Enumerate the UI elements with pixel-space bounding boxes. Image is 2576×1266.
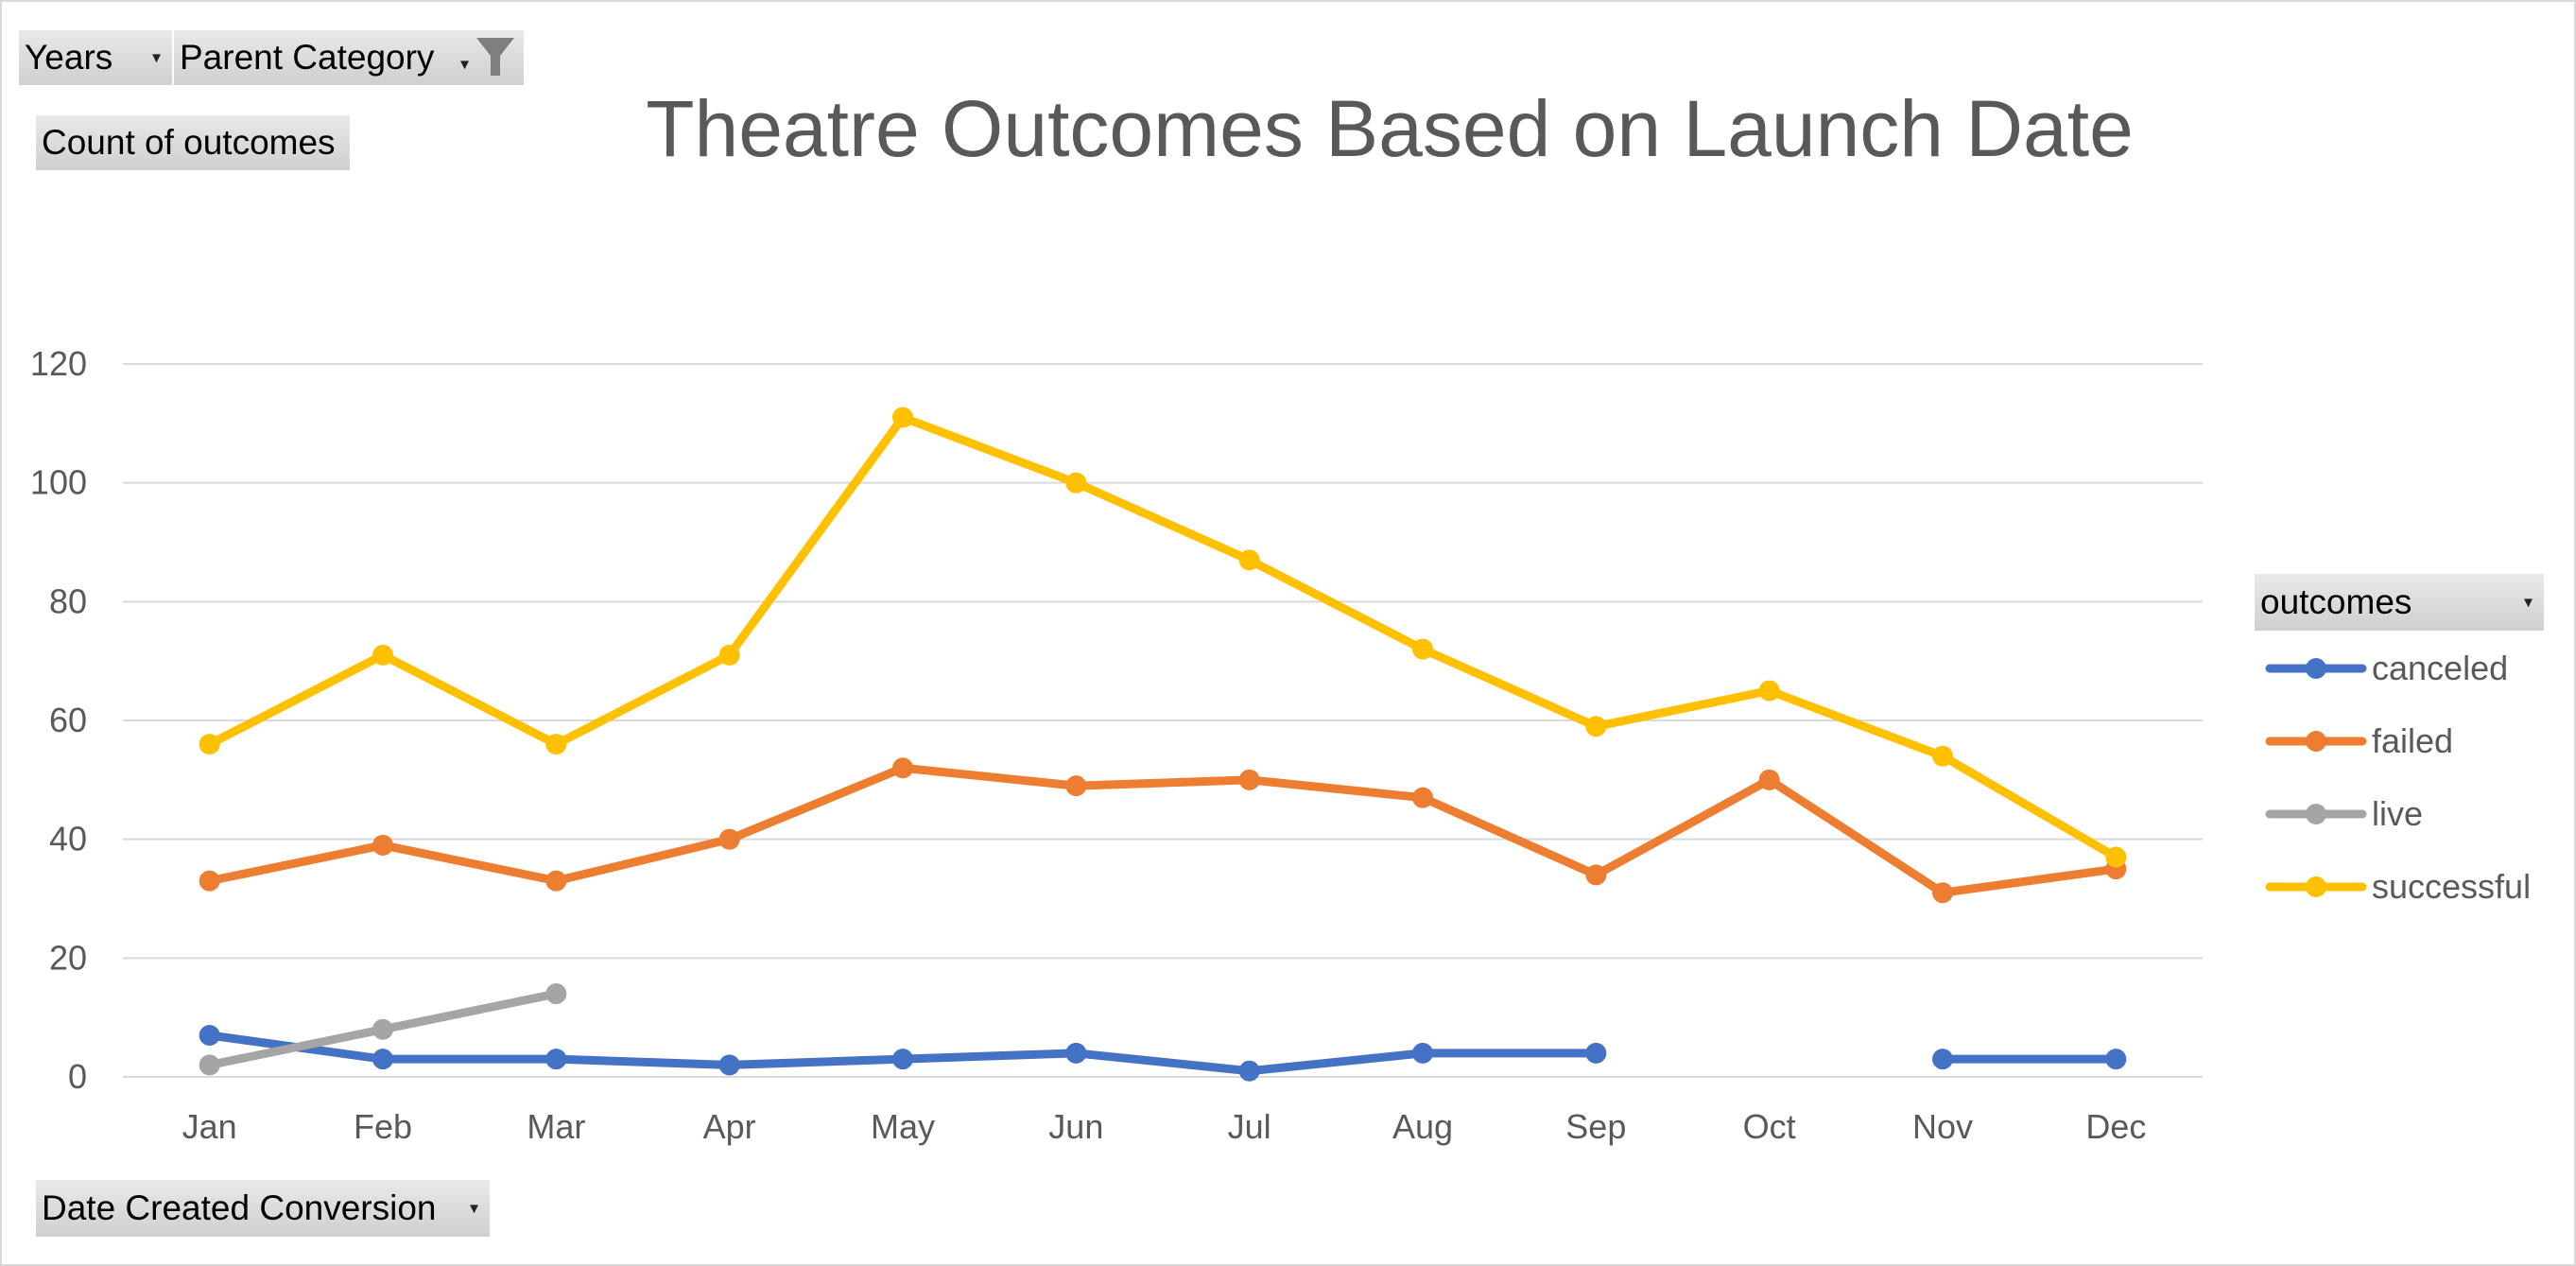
data-point-canceled [1932, 1049, 1953, 1070]
data-point-successful [545, 734, 567, 755]
legend-label: failed [2372, 721, 2454, 760]
x-tick-label: Jun [1048, 1107, 1103, 1146]
data-point-failed [1065, 775, 1087, 797]
data-point-failed [545, 870, 567, 892]
data-point-successful [2105, 846, 2127, 868]
data-point-live [199, 1054, 220, 1076]
y-tick-label: 120 [30, 344, 87, 383]
data-point-failed [1585, 864, 1607, 886]
x-tick-label: Aug [1392, 1107, 1453, 1146]
data-point-successful [1758, 680, 1780, 702]
legend-label: canceled [2372, 649, 2509, 687]
data-point-failed [1238, 769, 1260, 790]
x-tick-label: Nov [1912, 1107, 1973, 1146]
data-point-failed [1412, 787, 1433, 808]
data-point-canceled [199, 1025, 220, 1047]
dropdown-arrow-icon: ▾ [2523, 592, 2533, 612]
x-tick-label: Apr [703, 1107, 756, 1146]
data-point-failed [892, 757, 913, 779]
legend-item-live: live [2264, 790, 2423, 838]
values-field-label: Count of outcomes [42, 123, 336, 162]
years-filter-label: Years [25, 38, 113, 77]
data-point-canceled [545, 1049, 567, 1070]
data-point-failed [1932, 882, 1953, 904]
x-tick-label: Dec [2085, 1107, 2146, 1146]
funnel-filter-icon [476, 38, 514, 76]
x-tick-label: Sep [1565, 1107, 1626, 1146]
data-point-successful [718, 644, 740, 666]
x-tick-label: Jul [1228, 1107, 1271, 1146]
series-line-successful [205, 413, 2120, 862]
data-point-failed [199, 870, 220, 892]
series-line-failed [205, 763, 2120, 897]
x-tick-label: Mar [527, 1107, 585, 1146]
data-point-canceled [1412, 1042, 1433, 1064]
x-tick-label: May [871, 1107, 935, 1146]
dropdown-arrow-icon: ▾ [151, 47, 161, 67]
legend-item-canceled: canceled [2264, 645, 2508, 692]
data-point-successful [1238, 549, 1260, 571]
dropdown-arrow-icon: ▾ [459, 54, 469, 74]
legend-item-successful: successful [2264, 863, 2531, 910]
legend-label: live [2372, 794, 2424, 833]
parent-category-filter-button[interactable]: Parent Category ▾ [174, 30, 524, 85]
legend-swatch [2264, 722, 2368, 760]
y-tick-label: 80 [49, 581, 87, 620]
data-point-live [372, 1018, 393, 1040]
data-point-canceled [1238, 1060, 1260, 1082]
data-point-canceled [2105, 1049, 2127, 1070]
legend-item-failed: failed [2264, 718, 2453, 765]
y-tick-label: 60 [49, 701, 87, 739]
years-filter-button[interactable]: Years ▾ [19, 30, 172, 85]
parent-category-filter-label: Parent Category [180, 38, 435, 77]
y-tick-label: 100 [30, 463, 87, 502]
data-point-successful [1412, 638, 1433, 660]
data-point-successful [1065, 472, 1087, 494]
data-point-failed [1758, 769, 1780, 790]
data-point-canceled [1585, 1042, 1607, 1064]
legend-swatch [2264, 650, 2368, 687]
legend-field-button[interactable]: outcomes ▾ [2255, 574, 2544, 631]
data-point-successful [199, 734, 220, 755]
values-field-button[interactable]: Count of outcomes [36, 115, 350, 170]
legend-swatch [2264, 868, 2368, 906]
data-point-successful [1932, 745, 1953, 767]
legend-field-label: outcomes [2260, 582, 2412, 621]
data-point-successful [1585, 716, 1607, 737]
chart-title: Theatre Outcomes Based on Launch Date [646, 84, 2134, 173]
legend-swatch [2264, 795, 2368, 833]
data-point-successful [372, 644, 393, 666]
data-point-live [545, 983, 567, 1005]
data-point-canceled [1065, 1042, 1087, 1064]
x-tick-label: Jan [182, 1107, 237, 1146]
y-tick-label: 20 [49, 938, 87, 977]
legend-label: successful [2372, 867, 2532, 906]
data-point-canceled [372, 1049, 393, 1070]
axis-field-label: Date Created Conversion [42, 1188, 437, 1227]
data-point-failed [718, 828, 740, 850]
axis-field-button[interactable]: Date Created Conversion ▾ [36, 1180, 490, 1237]
data-point-canceled [718, 1054, 740, 1076]
dropdown-arrow-icon: ▾ [469, 1198, 478, 1218]
data-point-failed [372, 834, 393, 856]
y-tick-label: 0 [68, 1057, 87, 1096]
data-point-canceled [892, 1049, 913, 1070]
x-tick-label: Feb [354, 1107, 412, 1146]
y-tick-label: 40 [49, 820, 87, 858]
x-tick-label: Oct [1743, 1107, 1796, 1146]
data-point-successful [892, 407, 913, 428]
